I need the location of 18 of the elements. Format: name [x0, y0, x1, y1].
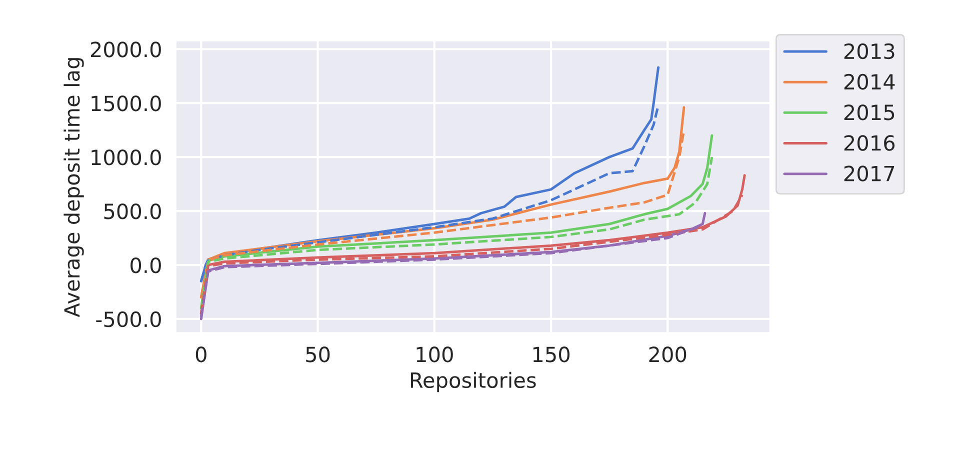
- x-tick-label: 150: [533, 346, 570, 362]
- y-axis-title: Average deposit time lag: [64, 58, 84, 318]
- x-tick-label: 0: [196, 346, 206, 362]
- y-tick-label: 1500.0: [92, 96, 161, 112]
- legend-label: 2017: [844, 166, 894, 182]
- x-tick-label: 50: [306, 346, 330, 362]
- legend-label: 2013: [844, 43, 894, 60]
- x-tick-label: 200: [649, 346, 686, 362]
- legend-label: 2014: [844, 74, 895, 90]
- y-tick-label: 2000.0: [90, 42, 161, 58]
- x-tick-label: 100: [416, 346, 453, 362]
- x-axis-title: Repositories: [410, 372, 536, 392]
- y-tick-label: -500.0: [96, 311, 161, 328]
- legend-label: 2015: [844, 104, 894, 120]
- legend-label: 2016: [844, 135, 895, 151]
- y-tick-label: 500.0: [104, 203, 161, 220]
- y-tick-label: 1000.0: [92, 150, 161, 166]
- y-tick-label: 0.0: [130, 257, 161, 274]
